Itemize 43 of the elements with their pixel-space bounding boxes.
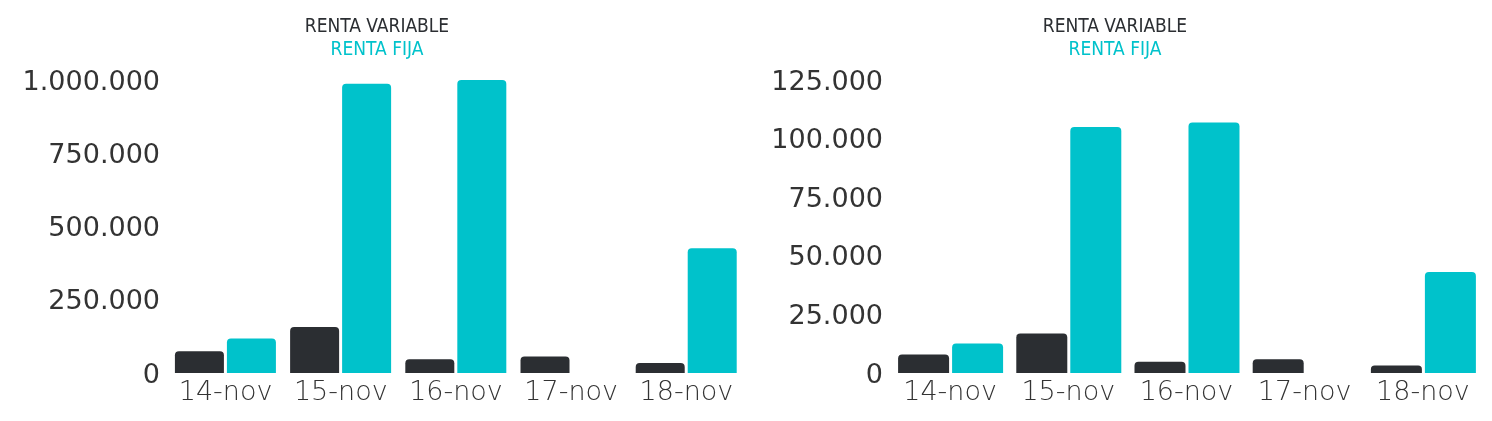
text: RENTA FIJA xyxy=(1067,37,1163,60)
x-tick-label: 18-nov xyxy=(639,375,734,407)
y-tick-label: 750.000 xyxy=(48,137,160,169)
bar xyxy=(290,327,340,373)
bar xyxy=(1016,333,1068,373)
y-tick-label: 500.000 xyxy=(48,211,160,243)
bar xyxy=(1424,271,1476,373)
y-tick-label: 0 xyxy=(865,357,883,389)
y-tick-label: 100.000 xyxy=(771,123,883,155)
bar xyxy=(1252,359,1304,373)
bar xyxy=(635,363,685,373)
bar xyxy=(520,356,570,373)
y-tick-label: 0 xyxy=(142,357,160,389)
bar xyxy=(687,248,737,373)
x-tick-label: 18-nov xyxy=(1376,375,1470,407)
x-tick-label: 17-nov xyxy=(524,375,619,407)
bar xyxy=(342,83,392,373)
series-label: RENTA FIJA xyxy=(329,37,425,60)
bar xyxy=(457,80,507,373)
x-tick-label: 17-nov xyxy=(1257,375,1352,407)
text: RENTA VARIABLE xyxy=(303,14,451,37)
text: RENTA VARIABLE xyxy=(1041,14,1189,37)
x-tick-label: 15-nov xyxy=(1021,375,1116,407)
bar xyxy=(226,338,276,373)
bar xyxy=(898,354,950,373)
x-tick-label: 14-nov xyxy=(903,375,997,407)
y-tick-label: 25.000 xyxy=(788,298,883,330)
y-tick-label: 250.000 xyxy=(48,284,160,316)
y-tick-label: 75.000 xyxy=(788,181,883,213)
bar xyxy=(1370,365,1422,373)
bar xyxy=(952,343,1004,373)
x-tick-label: 15-nov xyxy=(293,375,388,407)
x-tick-label: 14-nov xyxy=(178,375,273,407)
bar xyxy=(405,359,455,373)
y-tick-label: 1.000.000 xyxy=(22,64,160,96)
bar xyxy=(1188,122,1240,373)
y-tick-label: 50.000 xyxy=(788,240,883,272)
bar xyxy=(1070,126,1122,373)
x-tick-label: 16-nov xyxy=(1139,375,1234,407)
bar xyxy=(1134,361,1186,373)
x-tick-label: 16-nov xyxy=(409,375,503,407)
y-tick-label: 125.000 xyxy=(771,64,883,96)
bar xyxy=(174,351,224,373)
